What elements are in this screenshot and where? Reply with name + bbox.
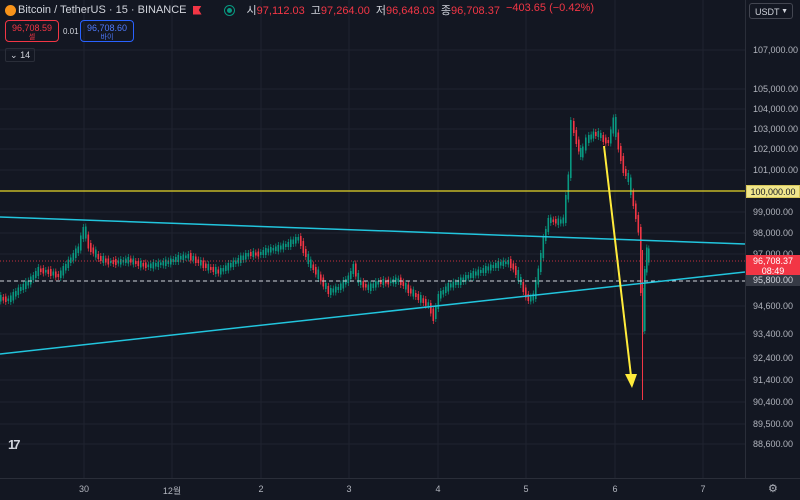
price-axis-label: 90,400.00 [753, 397, 794, 407]
time-axis-label: 6 [612, 484, 618, 494]
symbol-title[interactable]: Bitcoin / TetherUS · 15 · BINANCE [18, 4, 187, 16]
time-axis-label: 3 [346, 484, 352, 494]
price-axis-label: 92,400.00 [753, 353, 794, 363]
price-axis-label: 102,000.00 [753, 144, 799, 154]
price-axis-label: 101,000.00 [753, 165, 799, 175]
level-price-tag: 100,000.00 [746, 185, 800, 198]
price-axis-label: 99,000.00 [753, 207, 794, 217]
sell-button[interactable]: 96,708.59 셀 [5, 20, 59, 42]
time-axis-label: 12월 [162, 486, 182, 496]
price-axis-label: 98,000.00 [753, 228, 794, 238]
last-price-tag: 96,708.37 08:49 [746, 255, 800, 277]
open-value: 97,112.03 [256, 5, 305, 17]
bar-countdown: 08:49 [761, 266, 785, 276]
tradingview-logo: 17 [8, 437, 21, 452]
chevron-down-icon: ▼ [781, 8, 788, 15]
time-axis-label: 4 [435, 484, 441, 494]
time-axis-label: 5 [523, 484, 529, 494]
price-axis-label: 93,400.00 [753, 329, 794, 339]
price-axis-label: 104,000.00 [753, 104, 799, 114]
chart-header: Bitcoin / TetherUS · 15 · BINANCE 시97,11… [0, 0, 745, 20]
low-value: 96,648.03 [385, 5, 435, 17]
price-axis-label: 107,000.00 [753, 45, 799, 55]
chevron-down-icon: ⌄ [10, 50, 18, 60]
price-axis-label: 94,600.00 [753, 301, 794, 311]
buy-button[interactable]: 96,708.60 바이 [80, 20, 134, 42]
indicator-toggle[interactable]: ⌄ 14 [5, 48, 36, 62]
price-axis-label: 89,500.00 [753, 419, 794, 429]
upper-trend-line [0, 216, 746, 245]
time-axis-label: 2 [258, 484, 264, 494]
high-value: 97,264.00 [320, 5, 370, 17]
spread-value: 0.01 [63, 27, 79, 36]
price-axis-label: 97,000.00 [753, 249, 794, 259]
price-axis-label: 105,000.00 [753, 84, 799, 94]
bitcoin-icon [5, 5, 16, 16]
candlestick-series [0, 114, 650, 400]
price-axis-label: 91,400.00 [753, 375, 794, 385]
down-arrow-drawing [603, 145, 637, 388]
chart-grid [0, 0, 745, 478]
currency-select[interactable]: USDT ▼ [749, 3, 793, 19]
flag-icon[interactable] [192, 5, 202, 15]
price-axis-label: 88,600.00 [753, 439, 794, 449]
gear-icon[interactable]: ⚙ [768, 483, 778, 495]
price-axis-label: 103,000.00 [753, 124, 799, 134]
ohlc-values: 시97,112.03 고97,264.00 저96,648.03 종96,708… [246, 2, 595, 17]
change-value: −403.65 (−0.42%) [505, 2, 595, 14]
dashed-level-tag: 95,800.00 [746, 275, 800, 286]
time-axis-label: 30 [78, 484, 90, 494]
market-status-icon [223, 4, 235, 16]
close-value: 96,708.37 [451, 5, 500, 17]
time-axis-label: 7 [700, 484, 706, 494]
